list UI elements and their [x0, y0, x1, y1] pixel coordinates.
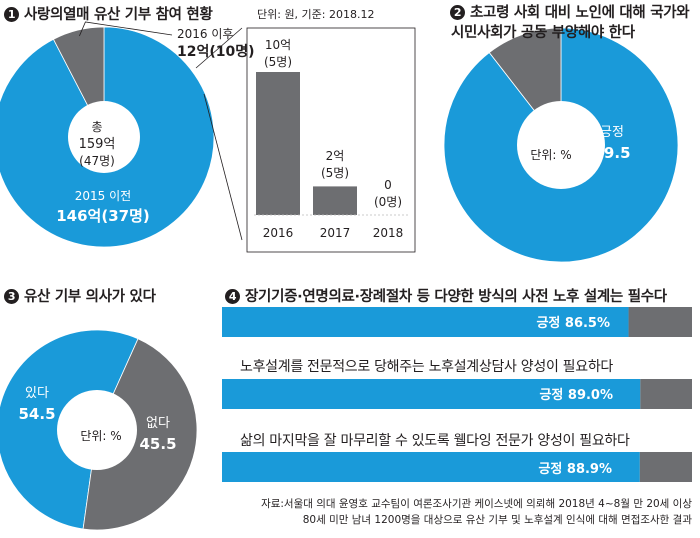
bar-chart-planning [222, 307, 692, 482]
pie-chart-donation [0, 21, 215, 248]
bar1-frame [246, 27, 416, 253]
pie1-leader-line [79, 21, 173, 37]
panel2-title-line2: 시민사회가 공동 부양해야 한다 [451, 25, 635, 41]
hbar-rest-1 [628, 307, 692, 337]
hbar-label-1: 긍정 86.5% [536, 316, 610, 331]
pie2-positive-value: 89.5 [593, 144, 631, 162]
panel4-statement-3: 삶의 마지막을 잘 마무리할 수 있도록 웰다잉 전문가 양성이 필요하다 [240, 433, 630, 449]
pie3-unit: 단위: % [80, 429, 122, 443]
hbar-positive-2 [222, 379, 641, 409]
pie2-positive-label: 긍정 89.5 [593, 123, 630, 163]
pie3-yes-text: 있다 [25, 386, 49, 401]
pie1-after-value: 12억(10명) [177, 44, 255, 60]
panel3-number: 3 [4, 289, 19, 304]
bar1-count-2018: (0명) [373, 195, 403, 209]
panel2-title: 2 초고령 사회 대비 노인에 대해 국가와 시민사회가 공동 부양해야 한다 [450, 3, 690, 43]
pie2-positive-text: 긍정 [600, 125, 624, 140]
pie3-no-value: 45.5 [139, 435, 177, 453]
hbar-positive-3 [222, 452, 640, 482]
panel3-title: 3 유산 기부 의사가 있다 [4, 285, 156, 306]
bar1-value-label-2017: 2억 (5명) [321, 148, 349, 182]
pie-chart-support [443, 27, 679, 263]
bar1-tick-2017: 2017 [319, 226, 351, 240]
pie-chart-intent [0, 329, 198, 531]
panel1-title-text: 사랑의열매 유산 기부 참여 현황 [24, 7, 213, 23]
bar1-value-2018: 0 [384, 178, 392, 192]
bar1-bar-2017 [313, 186, 357, 215]
hbar-rest-3 [639, 452, 692, 482]
source-line2: 80세 미만 남녀 1200명을 대상으로 유산 기부 및 노후설계 인식에 대… [302, 514, 692, 526]
bar1-value-2016: 10억 [264, 38, 292, 52]
pie3-no-text: 없다 [146, 416, 170, 431]
pie1-center-line1: 총 [91, 120, 103, 134]
bar-chart-yearly [254, 72, 410, 216]
hbar-rest-2 [640, 379, 692, 409]
pie1-before-value: 146억(37명) [56, 207, 150, 225]
pie1-before-period: 2015 이전 [74, 189, 132, 203]
hbar-positive-1 [222, 307, 629, 337]
panel4-title-text: 장기기증·연명의료·장례절차 등 다양한 방식의 사전 노후 설계는 필수다 [245, 289, 667, 305]
bar1-count-2017: (5명) [320, 166, 350, 180]
pie1-after-period: 2016 이후 [177, 27, 234, 41]
bar1-bar-2016 [256, 72, 300, 215]
pie1-center-line3: (47명) [79, 154, 115, 168]
pie1-before-label: 2015 이전 146억(37명) [56, 186, 150, 226]
bar1-count-2016: (5명) [263, 55, 293, 69]
pie3-center-hole [57, 390, 137, 470]
bar1-value-2017: 2억 [325, 149, 345, 163]
bar1-tick-2016: 2016 [262, 226, 294, 240]
bar1-tick-2018: 2018 [372, 226, 404, 240]
pie3-no-label: 없다 45.5 [139, 414, 176, 454]
pie2-unit: 단위: % [530, 148, 572, 162]
pie1-center-label: 총 159억 (47명) [79, 119, 116, 170]
panel4-title: 4 장기기증·연명의료·장례절차 등 다양한 방식의 사전 노후 설계는 필수다 [225, 285, 667, 306]
bar1-value-label-2016: 10억 (5명) [264, 37, 292, 71]
panel1-unit-note: 단위: 원, 기준: 2018.12 [257, 8, 375, 21]
zoom-line-top [195, 27, 243, 69]
pie3-yes-value: 54.5 [18, 405, 56, 423]
source-note: 자료:서울대 의대 윤영호 교수팀이 여론조사기관 케이스넷에 의뢰해 2018… [261, 496, 692, 528]
pie3-yes-label: 있다 54.5 [18, 384, 55, 424]
zoom-line-bottom [203, 93, 243, 241]
pie1-center-hole [68, 101, 140, 173]
pie2-center-hole [517, 101, 605, 189]
pie3-slice-no [82, 338, 198, 531]
pie1-center-line2: 159억 [78, 137, 116, 152]
panel4-statement-2: 노후설계를 전문적으로 당해주는 노후설계상담사 양성이 필요하다 [240, 359, 613, 375]
panel2-title-line1: 초고령 사회 대비 노인에 대해 국가와 [470, 5, 690, 21]
bar1-value-label-2018: 0 (0명) [374, 177, 402, 211]
panel4-number: 4 [225, 289, 240, 304]
panel2-number: 2 [450, 5, 465, 20]
pie1-after-label: 2016 이후 12억(10명) [177, 25, 255, 61]
source-line1: 자료:서울대 의대 윤영호 교수팀이 여론조사기관 케이스넷에 의뢰해 2018… [261, 498, 692, 510]
hbar-label-3: 긍정 88.9% [538, 462, 612, 477]
panel1-title: 1 사랑의열매 유산 기부 참여 현황 [4, 3, 213, 24]
hbar-label-2: 긍정 89.0% [539, 388, 613, 403]
panel1-number: 1 [4, 7, 19, 22]
panel3-title-text: 유산 기부 의사가 있다 [24, 289, 156, 305]
zoom-connector-lines [195, 27, 416, 253]
